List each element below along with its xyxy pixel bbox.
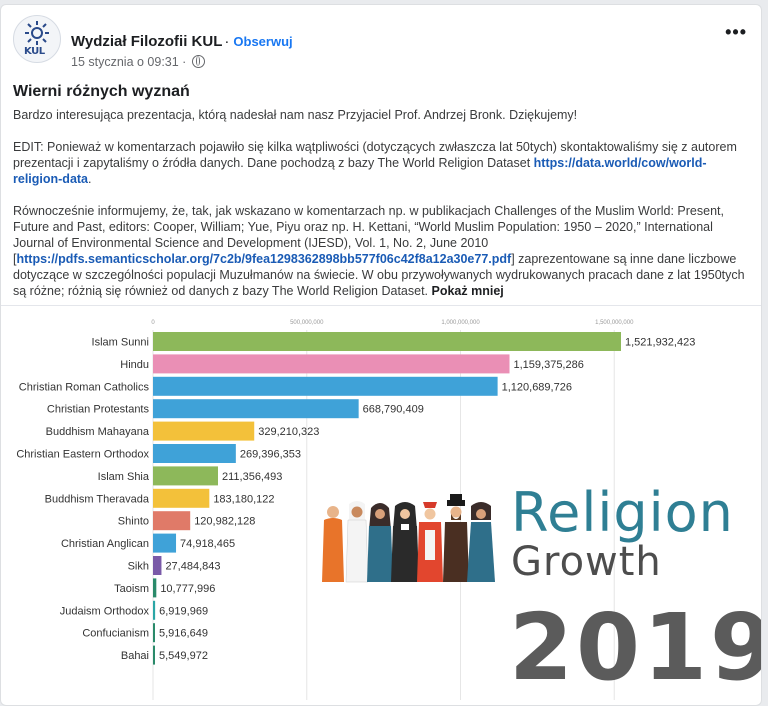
category-label: Shinto	[118, 516, 149, 528]
post-meta: 15 stycznia o 09:31 ·	[71, 55, 205, 69]
logo-text: KUL	[24, 46, 45, 57]
value-label: 183,180,122	[213, 493, 274, 505]
page-name[interactable]: Wydział Filozofii KUL	[71, 33, 223, 50]
post-header: KUL Wydział Filozofii KUL · Obserwuj 15 st…	[13, 15, 753, 71]
value-label: 120,982,128	[194, 516, 255, 528]
value-label: 10,777,996	[160, 583, 215, 595]
person-monk	[322, 506, 344, 582]
person-nun	[391, 502, 419, 582]
category-label: Buddhism Mahayana	[46, 426, 150, 438]
post-body: Wierni różnych wyznań Bardzo interesując…	[13, 83, 751, 315]
bar	[153, 623, 155, 643]
value-label: 74,918,465	[180, 538, 235, 550]
post-timestamp[interactable]: 15 stycznia o 09:31 ·	[71, 55, 187, 69]
para3-text-2: ] zaprezentowane są inne dane liczbowe d…	[13, 252, 745, 298]
person-arab	[345, 501, 369, 583]
post-paragraph-2: EDIT: Ponieważ w komentarzach pojawiło s…	[13, 139, 751, 187]
value-label: 211,356,493	[222, 471, 282, 483]
x-tick-label: 0	[151, 320, 155, 326]
category-label: Bahai	[121, 650, 149, 662]
category-label: Christian Protestants	[47, 404, 150, 416]
bar	[153, 421, 255, 441]
bar	[153, 556, 162, 575]
category-label: Sikh	[128, 561, 149, 573]
page-name-line: Wydział Filozofii KUL · Obserwuj	[71, 33, 293, 50]
post-image[interactable]: 0 500,000,000 1,000,000,000 1,500,000,000 Is…	[1, 305, 761, 700]
bar	[153, 332, 621, 351]
para2-text: EDIT: Ponieważ w komentarzach pojawiło s…	[13, 140, 737, 170]
person-woman	[467, 502, 495, 582]
category-label: Christian Anglican	[61, 538, 149, 550]
person-hijab	[367, 503, 393, 582]
bar	[153, 578, 157, 598]
more-options-icon[interactable]: •••	[725, 22, 747, 42]
post-paragraph-3: Równocześnie informujemy, że, tak, jak w…	[13, 203, 751, 299]
post-card: KUL Wydział Filozofii KUL · Obserwuj 15 st…	[0, 4, 762, 706]
para2-end: .	[88, 172, 92, 186]
show-less-link[interactable]: Pokaż mniej	[431, 284, 504, 298]
overlay-year: 2019	[509, 594, 762, 701]
post-paragraph-1: Bardzo interesująca prezentacja, którą n…	[13, 107, 751, 123]
value-label: 668,790,409	[363, 404, 424, 416]
follow-button[interactable]: Obserwuj	[233, 34, 293, 49]
bar	[153, 376, 498, 396]
dataset-link[interactable]: https://data.world/cow/world-religion-da…	[13, 156, 707, 186]
value-label: 1,159,375,286	[514, 359, 584, 371]
bar	[153, 444, 236, 463]
bar	[153, 511, 191, 531]
category-label: Islam Shia	[98, 471, 150, 483]
category-label: Islam Sunni	[92, 337, 149, 349]
people-illustration	[322, 494, 495, 583]
bar	[153, 600, 156, 620]
category-label: Taoism	[114, 583, 149, 595]
globe-icon	[191, 55, 205, 68]
category-label: Christian Eastern Orthodox	[16, 449, 149, 461]
value-label: 27,484,843	[165, 561, 220, 573]
overlay-subtitle: Growth	[511, 539, 662, 585]
value-label: 1,521,932,423	[625, 337, 695, 349]
category-label: Judaism Orthodox	[60, 605, 150, 617]
para1-text: Bardzo interesująca prezentacja, którą n…	[13, 108, 578, 122]
value-label: 5,916,649	[159, 628, 208, 640]
value-label: 329,210,323	[258, 426, 319, 438]
value-label: 6,919,969	[159, 605, 208, 617]
value-label: 5,549,972	[159, 650, 208, 662]
x-tick-label: 1,500,000,000	[595, 320, 634, 326]
bar	[153, 488, 210, 508]
bar	[153, 466, 218, 486]
bar	[153, 533, 177, 553]
category-label: Buddhism Theravada	[45, 493, 150, 505]
page-avatar[interactable]: KUL	[13, 15, 61, 63]
category-label: Hindu	[120, 359, 149, 371]
post-title: Wierni różnych wyznań	[13, 83, 190, 100]
category-label: Christian Roman Catholics	[19, 381, 150, 393]
x-tick-label: 1,000,000,000	[441, 320, 480, 326]
bar	[153, 399, 359, 419]
bar-chart: 0 500,000,000 1,000,000,000 1,500,000,000 Is…	[16, 320, 695, 700]
bar	[153, 645, 155, 665]
separator: ·	[224, 33, 230, 50]
para3-text-1: Równocześnie informujemy, że, tak, jak w…	[13, 204, 724, 266]
semanticscholar-link[interactable]: https://pdfs.semanticscholar.org/7c2b/9f…	[16, 252, 512, 266]
x-tick-label: 500,000,000	[290, 320, 324, 326]
person-cardinal	[417, 502, 443, 582]
person-rabbi	[443, 494, 469, 582]
overlay-title: Religion	[511, 481, 734, 544]
value-label: 1,120,689,726	[502, 381, 572, 393]
value-label: 269,396,353	[240, 449, 301, 461]
bar	[153, 354, 510, 374]
category-label: Confucianism	[82, 628, 149, 640]
sun-logo-icon	[25, 21, 49, 45]
